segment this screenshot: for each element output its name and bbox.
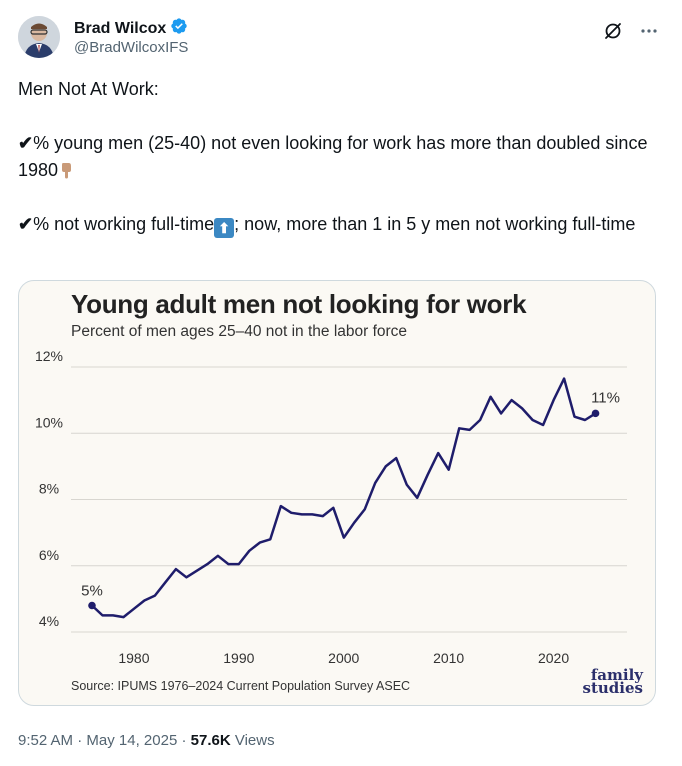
tweet-line-3b-text: ; now, more than 1 in 5 y men not workin… <box>234 214 636 234</box>
start-value-label: 5% <box>81 583 103 600</box>
check-mark-icon: ✔ <box>18 214 34 234</box>
meta-separator: · <box>181 732 187 749</box>
header-actions <box>602 20 660 42</box>
tweet-line-3a-text: % not working full-time <box>33 214 215 234</box>
tweet-header: Brad Wilcox @BradWilcoxIFS <box>18 14 664 62</box>
media-card[interactable]: Young adult men not looking for work Per… <box>18 280 656 706</box>
chart-subtitle: Percent of men ages 25–40 not in the lab… <box>71 323 408 340</box>
y-tick-label: 10% <box>35 414 63 430</box>
line-chart: 12% 10% 8% 6% 4% 1980 1990 2000 2010 2020 5% 11% <box>35 348 627 666</box>
logo-line-2: studies <box>582 679 643 697</box>
pointing-down-emoji-icon <box>58 160 76 179</box>
x-tick-label: 2000 <box>328 650 359 666</box>
chart-title: Young adult men not looking for work <box>71 289 527 319</box>
logo-line-1: family <box>590 666 643 684</box>
tweet-date[interactable]: May 14, 2025 <box>86 732 178 749</box>
tweet-meta: 9:52 AM · May 14, 2025 · 57.6K Views <box>18 732 275 749</box>
chart-source: Source: IPUMS 1976–2024 Current Populati… <box>71 679 411 693</box>
user-handle[interactable]: @BradWilcoxIFS <box>74 39 189 56</box>
series-line <box>90 377 597 619</box>
end-value-label: 11% <box>591 389 620 406</box>
tweet-line-2-text: % young men (25-40) not even looking for… <box>18 133 648 180</box>
family-studies-logo: family studies <box>582 666 643 697</box>
x-tick-label: 2010 <box>433 650 464 666</box>
grok-icon[interactable] <box>602 20 624 42</box>
verified-badge-icon <box>170 17 188 40</box>
end-point <box>591 409 600 418</box>
tweet-line-1: Men Not At Work: <box>18 79 159 99</box>
x-tick-label: 1980 <box>118 650 149 666</box>
more-icon[interactable] <box>638 20 660 42</box>
tweet-time[interactable]: 9:52 AM <box>18 732 74 749</box>
y-tick-label: 6% <box>39 547 59 563</box>
tweet-line-3: ✔% not working full-time ⬆; now, more tha… <box>18 211 658 238</box>
start-point <box>88 601 96 610</box>
display-name[interactable]: Brad Wilcox <box>74 19 167 37</box>
meta-separator: · <box>77 732 83 749</box>
x-tick-label: 1990 <box>223 650 254 666</box>
x-tick-label: 2020 <box>538 650 569 666</box>
check-mark-icon: ✔ <box>18 133 34 153</box>
tweet-line-2: ✔% young men (25-40) not even looking fo… <box>18 130 658 184</box>
avatar[interactable] <box>18 16 60 58</box>
y-tick-label: 12% <box>35 348 63 364</box>
views-count: 57.6K <box>190 732 231 749</box>
y-tick-label: 8% <box>39 481 59 497</box>
name-row: Brad Wilcox <box>74 17 188 40</box>
views-label: Views <box>234 732 275 749</box>
tweet-text: Men Not At Work: ✔% young men (25-40) no… <box>18 76 658 238</box>
y-tick-label: 4% <box>39 613 59 629</box>
up-arrow-emoji-icon: ⬆ <box>214 218 235 238</box>
